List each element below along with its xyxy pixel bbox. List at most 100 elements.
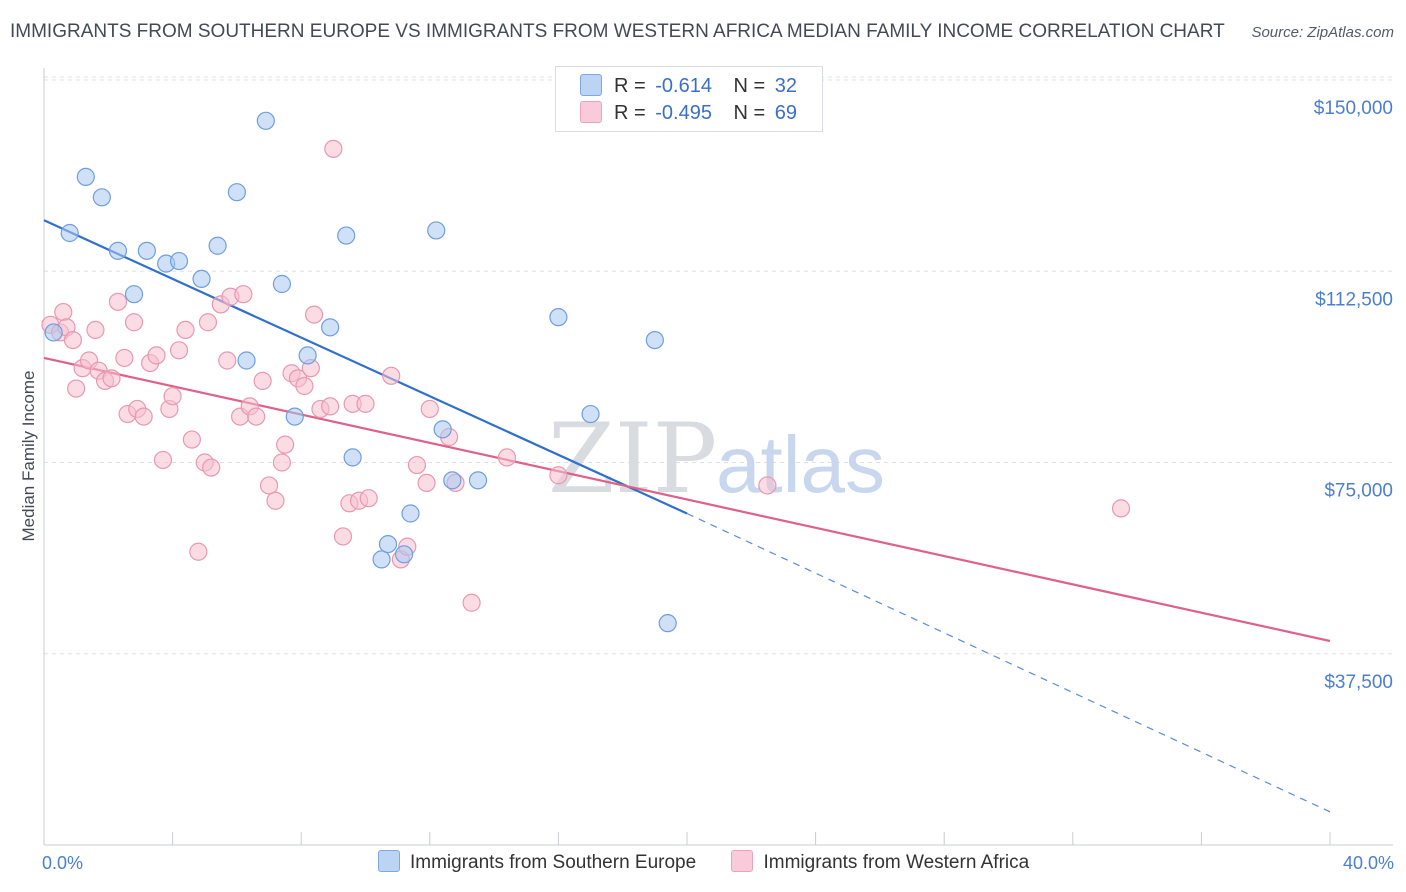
legend-r-label: R =	[614, 102, 646, 124]
point-western-africa	[218, 351, 237, 370]
point-western-africa	[407, 455, 427, 475]
legend-r-value: -0.495	[655, 102, 712, 124]
y-tick-label: $150,000	[1314, 98, 1393, 119]
point-western-africa	[63, 331, 83, 350]
source-credit: Source: ZipAtlas.com	[1251, 24, 1394, 41]
stats-legend: R = -0.614 N = 32 R = -0.495 N = 69	[555, 66, 823, 132]
point-western-africa	[295, 376, 314, 396]
point-western-africa	[163, 387, 182, 406]
point-western-africa	[420, 399, 439, 419]
series-name: Immigrants from Western Africa	[763, 852, 1030, 874]
point-southern-europe	[124, 285, 144, 304]
point-southern-europe	[108, 241, 128, 260]
point-southern-europe	[44, 323, 63, 342]
point-western-africa	[266, 491, 285, 510]
data-points	[41, 111, 1131, 633]
legend-n-value: 69	[774, 102, 798, 124]
point-western-africa	[54, 302, 73, 322]
y-axis-label: Median Family Income	[19, 370, 38, 541]
y-tick-label: $37,500	[1324, 672, 1393, 693]
point-southern-europe	[169, 251, 189, 271]
point-western-africa	[102, 369, 121, 388]
series-swatch-pink	[731, 850, 754, 872]
trend-line-extension-southern-europe	[686, 512, 1331, 813]
x-tick-label: 40.0%	[1343, 853, 1394, 873]
point-western-africa	[259, 476, 279, 495]
point-western-africa	[108, 292, 128, 311]
point-southern-europe	[401, 504, 420, 523]
point-southern-europe	[76, 167, 95, 186]
watermark-zip: ZIP	[548, 403, 717, 515]
point-western-africa	[182, 430, 201, 449]
point-southern-europe	[343, 448, 362, 467]
point-western-africa	[198, 313, 218, 332]
point-southern-europe	[433, 420, 452, 439]
point-southern-europe	[256, 111, 275, 130]
point-western-africa	[147, 346, 166, 365]
y-tick-label: $75,000	[1324, 481, 1393, 502]
point-southern-europe	[208, 236, 227, 255]
point-western-africa	[247, 407, 266, 426]
point-western-africa	[272, 453, 292, 472]
series-name: Immigrants from Southern Europe	[410, 852, 697, 874]
point-southern-europe	[581, 404, 600, 424]
point-western-africa	[359, 489, 378, 508]
chart-title: IMMIGRANTS FROM SOUTHERN EUROPE VS IMMIG…	[10, 21, 1225, 42]
series-swatch-blue	[378, 850, 400, 872]
point-western-africa	[324, 139, 343, 158]
point-southern-europe	[272, 274, 292, 294]
point-southern-europe	[60, 223, 79, 243]
tick-labels: $37,500 $75,000 $112,500 $150,000 0.0% 40.0%	[42, 98, 1394, 873]
point-western-africa	[758, 476, 777, 495]
x-tick-label: 0.0%	[42, 853, 83, 873]
point-western-africa	[549, 466, 568, 485]
point-southern-europe	[298, 346, 317, 365]
y-tick-label: $112,500	[1315, 289, 1393, 310]
point-western-africa	[304, 305, 324, 324]
point-southern-europe	[372, 550, 391, 569]
point-southern-europe	[378, 534, 398, 554]
axes	[43, 68, 1393, 846]
point-southern-europe	[549, 308, 568, 327]
watermark-atlas: atlas	[716, 420, 885, 509]
point-southern-europe	[645, 331, 664, 350]
watermark: ZIP atlas	[548, 403, 885, 515]
legend-n-value: 32	[774, 75, 798, 97]
point-western-africa	[462, 593, 481, 612]
point-southern-europe	[394, 545, 414, 564]
series-legend-item-western-africa: Immigrants from Western Africa	[731, 850, 1030, 874]
legend-swatch-pink	[580, 100, 602, 123]
point-western-africa	[86, 320, 105, 339]
series-legend-item-southern-europe: Immigrants from Southern Europe	[378, 850, 697, 874]
point-southern-europe	[192, 269, 211, 288]
point-western-africa	[234, 285, 253, 304]
point-western-africa	[202, 458, 221, 477]
trend-line-western-africa	[43, 356, 1331, 643]
point-southern-europe	[137, 241, 156, 260]
point-southern-europe	[337, 226, 356, 245]
point-western-africa	[497, 448, 517, 467]
point-western-africa	[134, 407, 153, 426]
point-western-africa	[176, 320, 195, 339]
point-western-africa	[115, 348, 134, 368]
point-western-africa	[1111, 499, 1131, 518]
point-southern-europe	[285, 407, 304, 426]
legend-swatch-blue	[580, 73, 602, 96]
point-western-africa	[333, 527, 353, 546]
point-southern-europe	[427, 221, 446, 240]
point-western-africa	[356, 394, 375, 413]
point-southern-europe	[227, 183, 246, 202]
point-western-africa	[276, 435, 295, 454]
trend-lines	[43, 219, 1331, 813]
point-western-africa	[189, 542, 208, 561]
point-western-africa	[67, 379, 86, 398]
legend-n-label: N =	[733, 75, 766, 97]
legend-r-label: R =	[614, 75, 646, 97]
legend-row-western-africa: R = -0.495 N = 69	[580, 100, 798, 126]
point-western-africa	[321, 397, 340, 416]
point-western-africa	[417, 473, 436, 492]
point-southern-europe	[443, 471, 462, 490]
point-western-africa	[382, 366, 401, 385]
point-western-africa	[153, 450, 173, 470]
point-western-africa	[124, 313, 144, 332]
